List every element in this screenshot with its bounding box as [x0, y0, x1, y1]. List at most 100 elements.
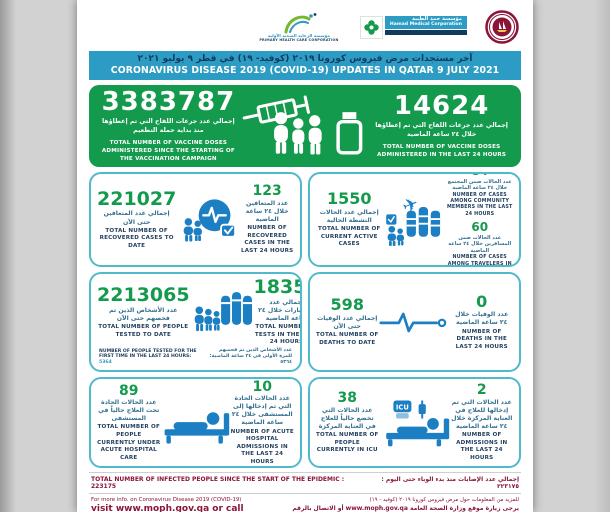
- deaths-total-block: 598 إجمالي عدد الوفيات حتى الآن TOTAL NU…: [316, 297, 379, 347]
- phcc-logo: مؤسسة الرعاية الصحية الأولية PRIMARY HEA…: [256, 12, 342, 43]
- card-acute-care: 89 عدد الحالات الحادة تحت العلاج حالياً …: [89, 377, 302, 469]
- icu-sign-label: ICU: [395, 403, 408, 411]
- icu-bed-iv-icon: ICU: [385, 400, 449, 447]
- vaccine-total-block: 3383787 إجمالي عدد جرعات اللقاح التي تم …: [101, 87, 236, 164]
- tested-last24-number: 18350: [253, 276, 300, 299]
- footer-info-english: For more info. on Coronavirus Disease 20…: [91, 497, 242, 504]
- deaths-last24-label-arabic: عدد الوفيات خلال ٢٤ ساعة الماضية: [455, 311, 509, 327]
- acute-total-label-english: TOTAL NUMBER OF PEOPLE CURRENTLY UNDER A…: [97, 424, 161, 461]
- acute-last24-number: 10: [252, 378, 272, 395]
- acute-last24-label-arabic: عدد الحالات الحادة التي تم إدخالها إلى ا…: [231, 395, 293, 427]
- active-community-label-arabic: عدد الحالات ضمن المجتمع خلال ٢٤ ساعة الم…: [447, 178, 512, 192]
- title-arabic: آخر مستجدات مرض فيروس كورونا ٢٠١٩ (كوفيد…: [137, 54, 473, 64]
- acute-total-block: 89 عدد الحالات الحادة تحت العلاج حالياً …: [97, 382, 161, 463]
- acute-total-label-arabic: عدد الحالات الحادة تحت العلاج حالياً في …: [98, 399, 160, 423]
- vaccine-total-label-arabic: إجمالي عدد جرعات اللقاح التي تم إعطاؤها …: [102, 118, 235, 134]
- stats-grid: 221027 إجمالي عدد المتعافين حتى الآن TOT…: [89, 172, 521, 469]
- deaths-last24-label-english: NUMBER OF DEATHS IN THE LAST 24 HOURS: [455, 328, 508, 350]
- epidemic-total-english: TOTAL NUMBER OF INFECTED PEOPLE SINCE TH…: [91, 476, 345, 491]
- phcc-name-arabic: مؤسسة الرعاية الصحية الأولية: [267, 32, 330, 38]
- deaths-total-label-english: TOTAL NUMBER OF DEATHS TO DATE: [316, 332, 379, 346]
- icu-last24-label-english: NUMBER OF ADMISSIONS IN THE LAST 24 HOUR…: [456, 432, 508, 461]
- hospital-bed-icon: [164, 412, 229, 444]
- vaccine-total-number: 3383787: [101, 87, 236, 118]
- tested-total-number: 2213065: [97, 283, 190, 306]
- tested-first-time-arabic: عدد الأشخاص الذين تم فحصهم للمرة الأولى …: [209, 347, 292, 366]
- recovered-last24-label-arabic: عدد المتعافين خلال ٢٤ ساعة الماضية: [245, 200, 289, 224]
- footer-info-arabic: للمزيد من المعلومات حول مرض فيروس كورونا…: [369, 497, 519, 504]
- deaths-last24-block: 0 عدد الوفيات خلال ٢٤ ساعة الماضية NUMBE…: [451, 291, 514, 352]
- acute-last24-label-english: NUMBER OF ACUTE HOSPITAL ADMISSIONS IN T…: [230, 428, 294, 465]
- tested-last24-label-arabic: إجمالي عدد الاختبارات خلال ٢٤ ساعة الماض…: [258, 299, 302, 323]
- tested-total-label-arabic: عدد الأشخاص الذين تم فحصهم حتى الآن: [109, 306, 178, 322]
- vaccine-panel: 3383787 إجمالي عدد جرعات اللقاح التي تم …: [89, 85, 521, 168]
- active-community-label-english: NUMBER OF CASES AMONG COMMUNITY MEMBERS …: [446, 192, 513, 217]
- recovered-total-block: 221027 إجمالي عدد المتعافين حتى الآن TOT…: [97, 189, 176, 251]
- footer-contact-english: visit www.moph.gov.qa or call 16000: [91, 504, 244, 512]
- active-community-number: 84: [471, 174, 488, 177]
- epidemic-total-row: TOTAL NUMBER OF INFECTED PEOPLE SINCE TH…: [89, 472, 521, 495]
- icu-total-label-english: TOTAL NUMBER OF PEOPLE CURRENTLY IN ICU: [316, 432, 379, 454]
- vaccine-last24-block: 14624 إجمالي عدد جرعات اللقاح التي تم إع…: [374, 90, 509, 160]
- card-deaths: 598 إجمالي عدد الوفيات حتى الآن TOTAL NU…: [308, 272, 521, 373]
- hmc-logo: مؤسسة حمد الطبية Hamad Medical Corporati…: [359, 15, 467, 39]
- testtubes-people-icon: [194, 291, 252, 331]
- card-recovered: 221027 إجمالي عدد المتعافين حتى الآن TOT…: [89, 172, 302, 268]
- tested-first-time-label: NUMBER OF PEOPLE TESTED FOR THE FIRST TI…: [99, 348, 197, 360]
- tested-first-time-value: 5364: [99, 360, 112, 366]
- icu-last24-block: 2 عدد الحالات التي تم إدخالها للعلاج في …: [451, 383, 514, 462]
- active-total-block: 1550 إجمالي عدد الحالات النشطة الحالية T…: [316, 189, 383, 249]
- icu-last24-number: 2: [476, 382, 487, 399]
- footer-english: For more info. on Coronavirus Disease 20…: [91, 497, 275, 512]
- active-travelers-label-english: NUMBER OF CASES AMONG TRAVELERS IN THE L…: [447, 255, 512, 267]
- footer: For more info. on Coronavirus Disease 20…: [89, 494, 521, 512]
- icu-total-label-arabic: عدد الحالات التي تخضع حالياً للعلاج في ا…: [318, 406, 376, 430]
- card-icu: 38 عدد الحالات التي تخضع حالياً للعلاج ف…: [308, 377, 521, 469]
- tested-total-block: 2213065 عدد الأشخاص الذين تم فحصهم حتى ا…: [97, 283, 190, 339]
- tested-last24-block: 18350 إجمالي عدد الاختبارات خلال ٢٤ ساعة…: [253, 276, 302, 347]
- hmc-clover-icon: [359, 15, 383, 39]
- pulse-circle-check-icon: [184, 199, 237, 242]
- tested-last24-label-english: TOTAL NUMBER OF TESTS IN THE LAST 24 HOU…: [254, 324, 302, 346]
- deaths-total-number: 598: [330, 295, 364, 315]
- vaccine-last24-label-arabic: إجمالي عدد جرعات اللقاح التي تم إعطاؤها …: [375, 122, 508, 138]
- active-travelers-block: 60 عدد الحالات ضمن المسافرين خلال ٢٤ ساع…: [447, 220, 514, 267]
- recovered-last24-block: 123 عدد المتعافين خلال ٢٤ ساعة الماضية N…: [240, 184, 294, 255]
- plane-glyph: ✈: [399, 194, 421, 218]
- vaccine-total-label-english: TOTAL NUMBER OF VACCINE DOSES ADMINISTER…: [101, 140, 235, 162]
- title-banner: آخر مستجدات مرض فيروس كورونا ٢٠١٩ (كوفيد…: [89, 51, 521, 81]
- footer-arabic: للمزيد من المعلومات حول مرض فيروس كورونا…: [275, 497, 519, 512]
- recovered-total-label-english: TOTAL NUMBER OF RECOVERED CASES TO DATE: [99, 227, 174, 249]
- title-english: CORONAVIRUS DISEASE 2019 (COVID-19) UPDA…: [110, 64, 500, 76]
- acute-last24-block: 10 عدد الحالات الحادة التي تم إدخالها إل…: [230, 378, 295, 467]
- deaths-last24-number: 0: [476, 291, 488, 311]
- card-active-cases: 1550 إجمالي عدد الحالات النشطة الحالية T…: [308, 172, 521, 268]
- phcc-name-english: PRIMARY HEALTH CARE CORPORATION: [259, 38, 339, 43]
- footer-contact-arabic: يرجى زيارة موقع وزارة الصحة العامة www.m…: [292, 505, 519, 512]
- flatline-ecg-icon: [378, 312, 446, 333]
- airplane-community-icon: ✈: [385, 194, 440, 246]
- icu-total-block: 38 عدد الحالات التي تخضع حالياً للعلاج ف…: [316, 391, 379, 455]
- active-total-label-english: TOTAL NUMBER OF CURRENT ACTIVE CASES: [318, 226, 381, 248]
- syringe-family-vial-icon: [242, 95, 363, 155]
- infographic-page: مؤسسة الرعاية الصحية الأولية PRIMARY HEA…: [77, 0, 533, 512]
- tested-first-time-english: NUMBER OF PEOPLE TESTED FOR THE FIRST TI…: [99, 349, 201, 367]
- vaccine-last24-label-english: TOTAL NUMBER OF VACCINE DOSES ADMINISTER…: [377, 144, 507, 159]
- hmc-name-bar: مؤسسة حمد الطبية Hamad Medical Corporati…: [384, 15, 467, 29]
- active-travelers-number: 60: [471, 220, 489, 235]
- hmc-name-arabic: مؤسسة حمد الطبية: [412, 15, 462, 22]
- tested-first-time-note: NUMBER OF PEOPLE TESTED FOR THE FIRST TI…: [97, 347, 294, 367]
- active-total-number: 1550: [326, 189, 372, 209]
- active-community-block: 84 عدد الحالات ضمن المجتمع خلال ٢٤ ساعة …: [446, 174, 514, 218]
- phcc-swirl-icon: [284, 12, 317, 34]
- active-travelers-label-arabic: عدد الحالات ضمن المسافرين خلال ٢٤ ساعة ا…: [448, 234, 512, 254]
- icu-total-number: 38: [337, 390, 357, 407]
- moph-emblem-icon: [485, 10, 519, 44]
- header-logos: مؤسسة الرعاية الصحية الأولية PRIMARY HEA…: [89, 8, 521, 46]
- active-total-label-arabic: إجمالي عدد الحالات النشطة الحالية: [319, 208, 379, 224]
- acute-total-number: 89: [119, 382, 139, 399]
- vaccine-last24-number: 14624: [393, 90, 490, 121]
- card-tested: 2213065 عدد الأشخاص الذين تم فحصهم حتى ا…: [89, 272, 302, 373]
- recovered-total-label-arabic: إجمالي عدد المتعافين حتى الآن: [103, 210, 170, 226]
- active-right-stack: 84 عدد الحالات ضمن المجتمع خلال ٢٤ ساعة …: [446, 174, 514, 267]
